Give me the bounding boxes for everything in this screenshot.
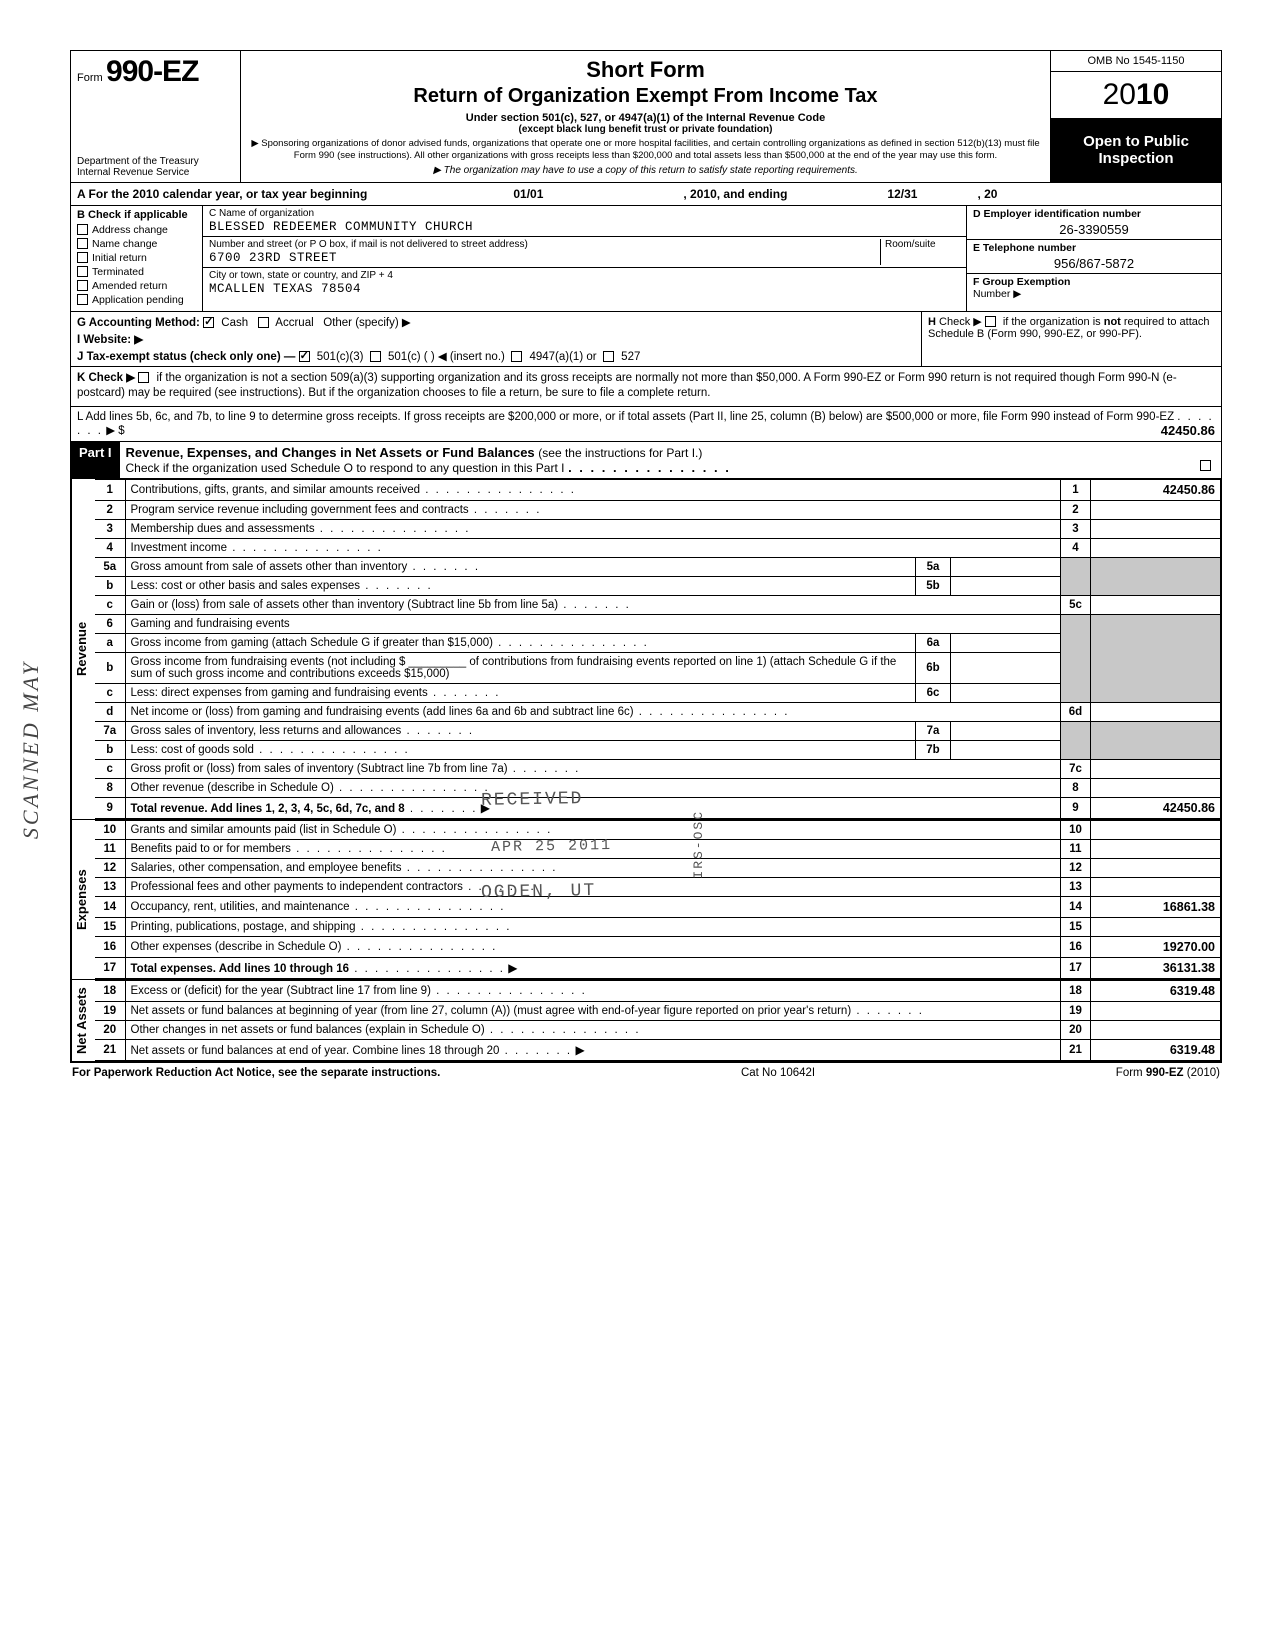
line18-amount: 6319.48 [1091, 980, 1221, 1001]
col-d-ein-tel: D Employer identification number 26-3390… [966, 206, 1221, 311]
org-address: 6700 23RD STREET [209, 251, 880, 265]
row-a-tax-year: A For the 2010 calendar year, or tax yea… [71, 183, 1221, 206]
sponsoring-note: ▶ Sponsoring organizations of donor advi… [249, 138, 1042, 162]
checkbox-501c[interactable] [370, 351, 381, 362]
revenue-section: Revenue 1Contributions, gifts, grants, a… [71, 479, 1221, 820]
omb-number: OMB No 1545-1150 [1051, 51, 1221, 72]
open-to-public: Open to Public Inspection [1051, 119, 1221, 182]
line16-amount: 19270.00 [1091, 936, 1221, 957]
checkbox-cash[interactable] [203, 317, 214, 328]
header-right: OMB No 1545-1150 2010 Open to Public Ins… [1051, 51, 1221, 182]
checkbox-app-pending[interactable] [77, 294, 88, 305]
checkbox-address-change[interactable] [77, 224, 88, 235]
part1-header: Part I Revenue, Expenses, and Changes in… [71, 442, 1221, 479]
received-stamp: RECEIVED [481, 789, 584, 811]
checkbox-accrual[interactable] [258, 317, 269, 328]
checkbox-schedule-b[interactable] [985, 316, 996, 327]
page-footer: For Paperwork Reduction Act Notice, see … [70, 1063, 1222, 1083]
ogden-stamp: OGDEN, UT [481, 881, 597, 903]
except-note: (except black lung benefit trust or priv… [249, 124, 1042, 135]
checkbox-initial-return[interactable] [77, 252, 88, 263]
row-l-gross-receipts: L Add lines 5b, 6c, and 7b, to line 9 to… [71, 407, 1221, 442]
checkbox-527[interactable] [603, 351, 614, 362]
header-center: Short Form Return of Organization Exempt… [241, 51, 1051, 182]
return-title: Return of Organization Exempt From Incom… [249, 85, 1042, 108]
col-b-checkboxes: B Check if applicable Address change Nam… [71, 206, 203, 311]
line1-amount: 42450.86 [1091, 479, 1221, 500]
checkbox-amended[interactable] [77, 280, 88, 291]
gross-receipts-amount: 42450.86 [1161, 423, 1215, 438]
telephone: 956/867-5872 [973, 256, 1215, 271]
revenue-table: 1Contributions, gifts, grants, and simil… [95, 479, 1221, 819]
row-k: K Check ▶ if the organization is not a s… [71, 367, 1221, 407]
form-990ez: Form 990-EZ Department of the Treasury I… [70, 50, 1222, 1063]
checkbox-name-change[interactable] [77, 238, 88, 249]
irs-stamp: IRS-OSC [691, 810, 706, 879]
netassets-section: Net Assets 18Excess or (deficit) for the… [71, 980, 1221, 1062]
copy-note: ▶ The organization may have to use a cop… [249, 165, 1042, 176]
checkbox-501c3[interactable] [299, 351, 310, 362]
checkbox-schedule-o[interactable] [1200, 460, 1211, 471]
form-number: 990-EZ [106, 55, 198, 88]
netassets-table: 18Excess or (deficit) for the year (Subt… [95, 980, 1221, 1061]
short-form-title: Short Form [249, 57, 1042, 83]
form-header: Form 990-EZ Department of the Treasury I… [71, 51, 1221, 183]
entity-block: B Check if applicable Address change Nam… [71, 206, 1221, 312]
tax-year: 2010 [1051, 72, 1221, 119]
org-city: MCALLEN TEXAS 78504 [209, 282, 960, 296]
line14-amount: 16861.38 [1091, 896, 1221, 917]
checkbox-terminated[interactable] [77, 266, 88, 277]
checkbox-k[interactable] [138, 372, 149, 383]
dept-treasury: Department of the Treasury [77, 156, 234, 167]
under-section: Under section 501(c), 527, or 4947(a)(1)… [249, 112, 1042, 124]
line21-amount: 6319.48 [1091, 1039, 1221, 1060]
footer-cat: Cat No 10642I [741, 1067, 815, 1079]
line17-amount: 36131.38 [1091, 957, 1221, 978]
row-g-accounting: G Accounting Method: Cash Accrual Other … [71, 312, 1221, 367]
footer-left: For Paperwork Reduction Act Notice, see … [72, 1067, 440, 1079]
expenses-section: RECEIVED APR 25 2011 OGDEN, UT IRS-OSC E… [71, 820, 1221, 980]
netassets-label: Net Assets [71, 980, 95, 1061]
footer-form: Form 990-EZ (2010) [1116, 1067, 1220, 1079]
expenses-table: 10Grants and similar amounts paid (list … [95, 820, 1221, 979]
form-prefix: Form [77, 72, 103, 84]
org-name: BLESSED REDEEMER COMMUNITY CHURCH [209, 220, 960, 234]
expenses-label: Expenses [71, 820, 95, 979]
checkbox-4947[interactable] [511, 351, 522, 362]
revenue-label: Revenue [71, 479, 95, 819]
header-left: Form 990-EZ Department of the Treasury I… [71, 51, 241, 182]
date-stamp: APR 25 2011 [491, 837, 612, 856]
line9-amount: 42450.86 [1091, 797, 1221, 818]
col-c-org-info: C Name of organization BLESSED REDEEMER … [203, 206, 966, 311]
ein: 26-3390559 [973, 222, 1215, 237]
scanned-stamp: SCANNED MAY [18, 660, 44, 839]
dept-irs: Internal Revenue Service [77, 167, 234, 178]
